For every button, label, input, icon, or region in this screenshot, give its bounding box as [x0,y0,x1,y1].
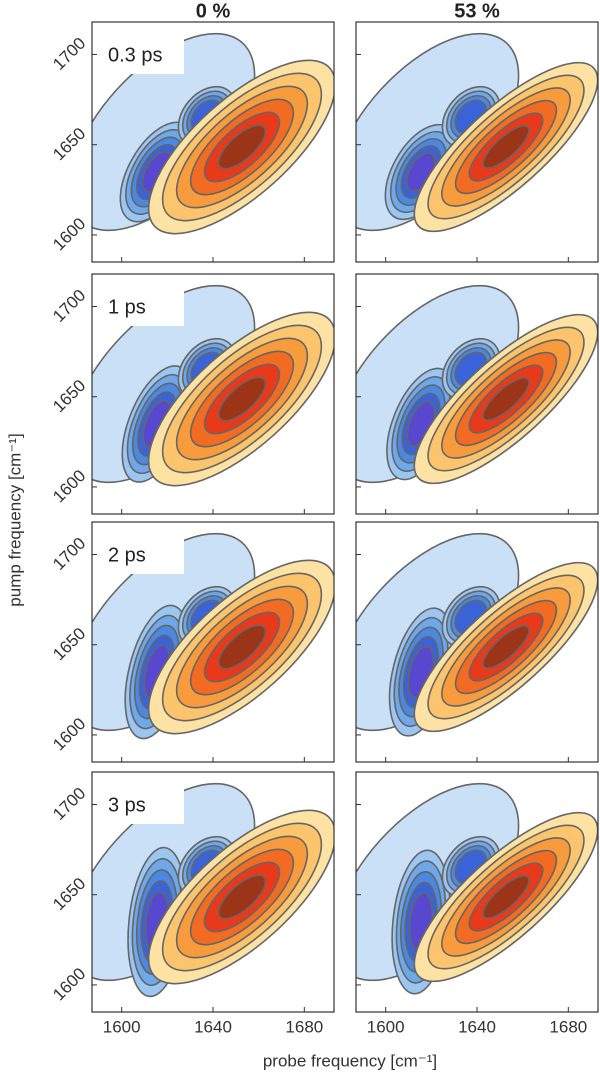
y-tick-label: 1600 [49,214,89,254]
contour-plot [92,284,334,487]
y-axis-label: pump frequency [cm⁻¹] [5,433,24,606]
contour-level [482,377,530,421]
contour-plot [356,782,598,995]
row-label-box [102,34,184,74]
contour-plot [92,782,334,998]
contour-plot [92,32,334,235]
contour-level [217,624,267,670]
column-title: 0 % [196,0,231,22]
contour-level [482,125,530,169]
x-tick-label: 1600 [103,1017,141,1036]
row-label: 0.3 ps [108,44,162,66]
column-title: 53 % [454,0,500,22]
contour-plot [92,532,334,740]
y-tick-label: 1700 [49,534,89,574]
contour-level [217,874,267,920]
y-tick-label: 1700 [49,784,89,824]
y-tick-label: 1600 [49,466,89,506]
contour-plot [356,32,598,233]
contour-level [482,625,530,669]
row-label: 3 ps [108,794,146,816]
y-tick-label: 1650 [49,624,89,664]
row-label-box [102,784,184,824]
x-tick-label: 1640 [194,1017,232,1036]
x-tick-label: 1680 [285,1017,323,1036]
y-tick-label: 1700 [49,34,89,74]
y-tick-label: 1700 [49,286,89,326]
y-tick-label: 1650 [49,874,89,914]
contour-level [217,376,267,422]
y-tick-label: 1600 [49,964,89,1004]
row-label: 1 ps [108,296,146,318]
row-label-box [102,286,184,326]
x-tick-label: 1680 [549,1017,587,1036]
contour-level [482,875,530,919]
x-tick-label: 1640 [458,1017,496,1036]
contour-plot [356,532,598,737]
row-label-box [102,534,184,574]
row-label: 2 ps [108,544,146,566]
contour-level [217,124,267,170]
y-tick-label: 1650 [49,124,89,164]
x-axis-label: probe frequency [cm⁻¹] [263,1051,437,1070]
y-tick-label: 1650 [49,376,89,416]
y-tick-label: 1600 [49,714,89,754]
x-tick-label: 1600 [367,1017,405,1036]
contour-plot [356,284,598,485]
